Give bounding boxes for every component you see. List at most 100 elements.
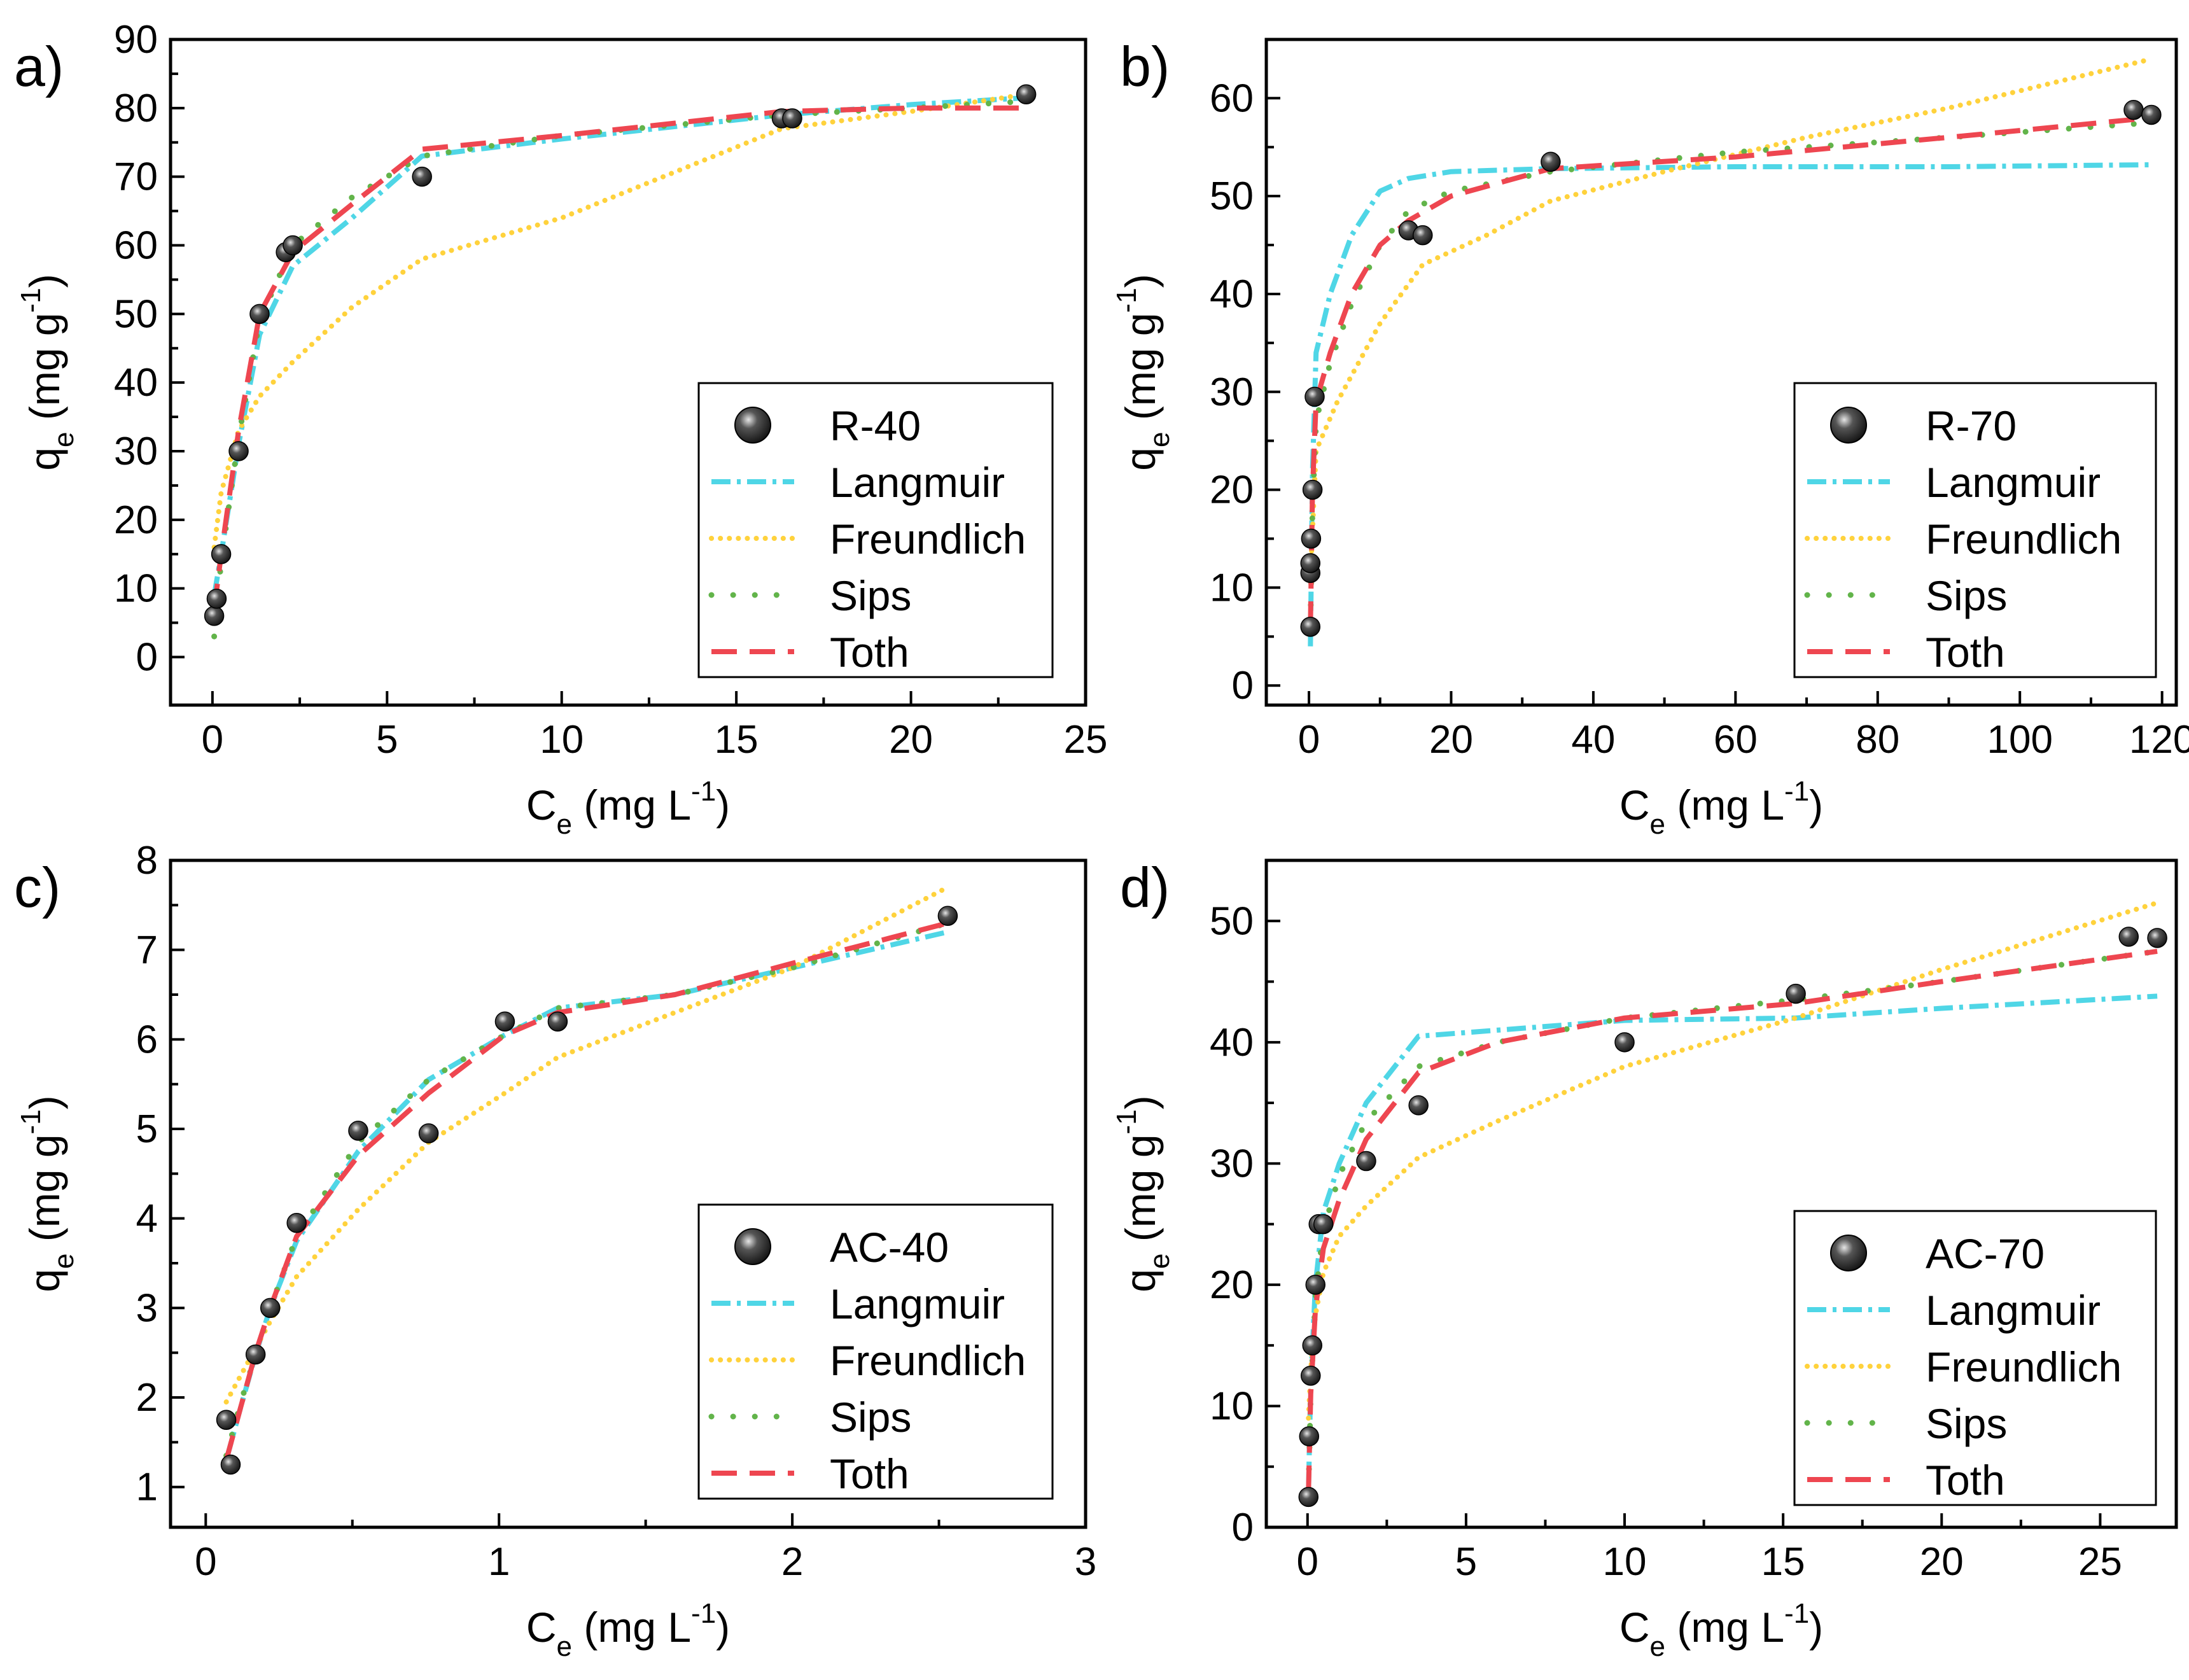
- data-point: [1298, 1487, 1319, 1508]
- data-point: [412, 166, 432, 187]
- y-tick-label: 0: [1232, 1506, 1254, 1550]
- y-axis-title-part: q: [1117, 447, 1164, 471]
- x-axis-title-part: -1: [691, 1598, 716, 1629]
- legend-label: Langmuir: [1926, 1287, 2101, 1334]
- x-axis-title: Ce (mg L-1): [1619, 776, 1823, 840]
- legend-label: Freundlich: [1926, 515, 2122, 563]
- x-tick-label: 15: [1761, 1540, 1805, 1584]
- x-axis-title-part: C: [526, 781, 557, 829]
- y-tick-label: 50: [114, 292, 158, 336]
- x-axis-title: Ce (mg L-1): [1619, 1598, 1823, 1662]
- y-axis-title-part: (mg g: [21, 1134, 68, 1253]
- x-tick-label: 1: [488, 1540, 510, 1584]
- y-tick-label: 50: [1210, 899, 1254, 943]
- x-axis-title-part: (mg L: [572, 781, 691, 829]
- x-tick-label: 25: [2078, 1540, 2122, 1584]
- data-point: [220, 1454, 241, 1475]
- y-tick-label: 2: [136, 1376, 158, 1420]
- y-axis-title-part: q: [1117, 1269, 1164, 1292]
- data-point: [1301, 1366, 1321, 1386]
- x-tick-label: 2: [781, 1540, 803, 1584]
- sips-fit-line: [211, 98, 1030, 640]
- data-point: [2141, 104, 2162, 125]
- legend-label: Langmuir: [1926, 459, 2101, 506]
- y-axis-title-part: e: [1144, 431, 1175, 447]
- data-point: [211, 544, 232, 564]
- data-point: [1302, 1335, 1322, 1355]
- x-axis-title-part: e: [1650, 809, 1665, 840]
- x-tick-label: 15: [715, 718, 759, 762]
- y-tick-label: 40: [1210, 272, 1254, 316]
- y-tick-label: 40: [1210, 1021, 1254, 1065]
- x-tick-label: 5: [1455, 1540, 1477, 1584]
- legend-label: AC-70: [1926, 1230, 2045, 1277]
- y-tick-label: 8: [136, 839, 158, 883]
- y-tick-label: 4: [136, 1197, 158, 1241]
- x-tick-label: 10: [540, 718, 584, 762]
- data-point: [245, 1344, 266, 1365]
- y-tick-label: 20: [1210, 1263, 1254, 1307]
- y-tick-label: 10: [1210, 1384, 1254, 1428]
- data-point: [418, 1123, 439, 1144]
- y-tick-label: 6: [136, 1018, 158, 1061]
- x-tick-label: 0: [1297, 1540, 1318, 1584]
- legend-label: Sips: [830, 572, 911, 619]
- panel-label: c): [14, 856, 60, 919]
- y-axis-title-part: (mg g: [1117, 1134, 1164, 1253]
- y-tick-label: 80: [114, 87, 158, 130]
- data-point: [2147, 928, 2167, 948]
- plot-frame: [169, 38, 1088, 707]
- data-point: [1301, 528, 1322, 549]
- legend-label: Freundlich: [830, 515, 1026, 563]
- toth-fit-line: [223, 920, 949, 1461]
- x-tick-label: 3: [1075, 1540, 1096, 1584]
- y-axis-title-part: ): [21, 274, 68, 288]
- langmuir-fit-line: [1308, 162, 2151, 647]
- data-point: [1786, 983, 1806, 1004]
- data-point: [249, 304, 270, 325]
- y-tick-label: 0: [1232, 664, 1254, 708]
- y-axis-title-part: -1: [1111, 288, 1142, 312]
- legend: AC-70 Langmuir Freundlich Sips Toth: [1793, 1210, 2157, 1506]
- data-point: [260, 1298, 281, 1319]
- legend-label: Freundlich: [830, 1337, 1026, 1384]
- langmuir-fit-line: [223, 929, 949, 1461]
- x-axis-title-part: -1: [1784, 776, 1809, 807]
- plot-frame: [1264, 38, 2178, 707]
- y-tick-label: 30: [114, 430, 158, 473]
- data-point: [1356, 1151, 1376, 1172]
- plot-area: [216, 885, 958, 1475]
- legend-label: Toth: [1926, 629, 2005, 676]
- data-point: [204, 606, 225, 626]
- legend-label: Sips: [1926, 1400, 2007, 1447]
- y-axis-title: qe (mg g-1): [1111, 274, 1175, 470]
- y-tick-label: 20: [114, 498, 158, 542]
- data-point: [1302, 479, 1323, 500]
- data-point: [1614, 1032, 1635, 1053]
- x-axis-title-part: ): [716, 781, 730, 829]
- x-tick-label: 0: [195, 1540, 216, 1584]
- x-axis-title-part: (mg L: [1665, 1604, 1784, 1651]
- legend-label: AC-40: [830, 1224, 949, 1271]
- plot-area: [1300, 56, 2162, 647]
- y-tick-label: 1: [136, 1466, 158, 1509]
- x-axis-title-part: e: [557, 1631, 572, 1662]
- y-axis-title: qe (mg g-1): [15, 1095, 80, 1292]
- data-point: [1413, 225, 1433, 246]
- y-tick-label: 10: [114, 567, 158, 611]
- x-axis-title-part: ): [1809, 781, 1823, 829]
- x-axis-title-part: C: [1619, 781, 1650, 829]
- panel-label: d): [1120, 856, 1170, 919]
- data-point: [283, 235, 303, 256]
- data-point: [206, 589, 227, 609]
- x-axis-title-part: e: [557, 809, 572, 840]
- x-axis-title-part: -1: [691, 776, 716, 807]
- x-axis-title-part: (mg L: [1665, 781, 1784, 829]
- x-axis-title-part: -1: [1784, 1598, 1809, 1629]
- x-tick-label: 0: [1298, 718, 1320, 762]
- y-axis-title-part: (mg g: [21, 312, 68, 431]
- x-tick-label: 20: [1920, 1540, 1964, 1584]
